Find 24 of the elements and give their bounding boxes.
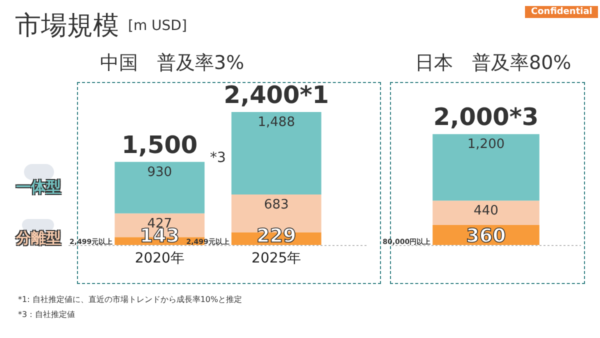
x-tick-label: 2020年 bbox=[134, 250, 184, 266]
data-label: 683 bbox=[264, 197, 289, 212]
data-label: 440 bbox=[474, 204, 498, 219]
total-label: 1,500 bbox=[122, 130, 198, 159]
data-label: 930 bbox=[147, 164, 172, 180]
text: *3：自社推定値 bbox=[18, 309, 76, 320]
text: 市場規模 bbox=[15, 10, 119, 43]
x-tick-label: 2025年 bbox=[252, 250, 302, 266]
annotation: *3 bbox=[210, 150, 226, 166]
bar bbox=[114, 162, 205, 214]
data-label: 1,488 bbox=[258, 115, 295, 130]
bar bbox=[231, 112, 322, 194]
text: 一体型 bbox=[16, 178, 61, 197]
text: 分離型 bbox=[16, 229, 61, 248]
text: Confidential bbox=[525, 6, 598, 18]
total-label: 2,000*3 bbox=[433, 103, 539, 132]
text: *1: 自社推定値に、直近の市場トレンドから成長率10%と推定 bbox=[18, 294, 242, 305]
text: [m USD] bbox=[128, 18, 187, 34]
total-label: 2,400*1 bbox=[224, 81, 329, 109]
chart-title: 日本 普及率80% bbox=[415, 51, 572, 76]
data-label: 229 bbox=[256, 225, 296, 247]
data-label: 360 bbox=[466, 225, 506, 247]
data-label: 1,200 bbox=[467, 137, 505, 152]
chart-title: 中国 普及率3% bbox=[100, 51, 244, 76]
